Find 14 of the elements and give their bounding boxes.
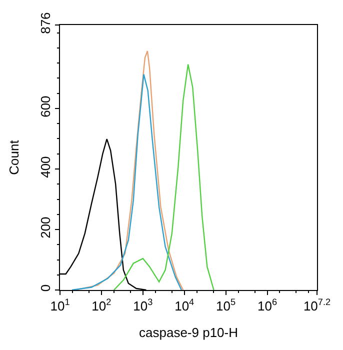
y-tick-label: 600	[38, 96, 53, 118]
x-tick-label: 10$^{7.2}$	[303, 297, 331, 314]
x-axis-title: caspase-9 p10-H	[139, 325, 238, 340]
y-tick-label: 0	[38, 284, 53, 292]
y-axis-title: Count	[6, 140, 22, 175]
x-tick-label: 10$^{4}$	[174, 297, 194, 314]
y-tick-label: 876	[38, 12, 53, 34]
x-tick-label: 10$^{2}$	[92, 297, 112, 314]
x-tick-label: 10$^{3}$	[133, 297, 153, 314]
x-tick-label: 10$^{6}$	[257, 297, 278, 314]
x-tick-label: 10$^{5}$	[216, 297, 236, 314]
y-tick-label: 400	[38, 156, 53, 178]
y-tick-label: 200	[38, 216, 53, 238]
x-tick-label: 10$^{1}$	[50, 297, 70, 314]
